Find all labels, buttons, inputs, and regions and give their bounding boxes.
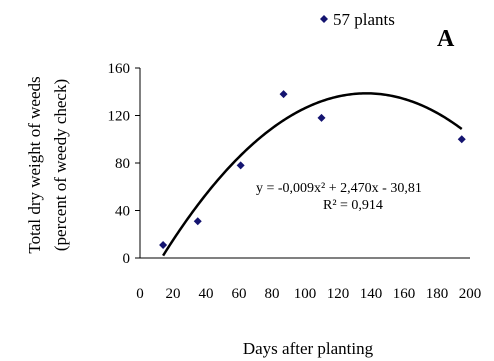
y-tick-label: 160 (108, 61, 131, 77)
y-tick-label: 80 (115, 156, 130, 172)
x-tick-label: 20 (166, 286, 181, 302)
y-tick-label: 120 (108, 109, 131, 125)
x-tick-label: 200 (459, 286, 482, 302)
legend-marker-diamond (320, 15, 328, 23)
data-point-diamond (317, 113, 326, 122)
x-axis-title: Days after planting (243, 339, 374, 358)
x-tick-label: 160 (393, 286, 416, 302)
trendline (162, 92, 463, 257)
x-tick-label: 40 (199, 286, 214, 302)
y-axis-title-line2: (percent of weedy check) (51, 79, 70, 251)
y-tick-label: 0 (123, 251, 131, 267)
data-point-diamond (236, 161, 245, 170)
data-point-diamond (193, 217, 202, 226)
x-tick-label: 180 (426, 286, 449, 302)
data-points (159, 90, 466, 249)
y-axis-title-line1: Total dry weight of weeds (25, 76, 44, 253)
data-point-diamond (457, 135, 466, 144)
x-tick-label: 80 (265, 286, 280, 302)
x-tick-label: 60 (232, 286, 247, 302)
x-axis-ticks: 0 20 40 60 80 100 120 140 160 180 200 (136, 286, 481, 302)
y-axis-ticks: 0 40 80 120 160 (108, 61, 140, 267)
x-tick-label: 120 (327, 286, 350, 302)
x-tick-label: 140 (360, 286, 383, 302)
trend-equation: y = -0,009x² + 2,470x - 30,81 (256, 181, 422, 196)
data-point-diamond (279, 90, 288, 99)
x-tick-label: 100 (294, 286, 317, 302)
y-tick-label: 40 (115, 204, 130, 220)
legend-label: 57 plants (333, 10, 395, 29)
data-point-diamond (159, 240, 168, 249)
x-tick-label: 0 (136, 286, 144, 302)
panel-label: A (437, 26, 455, 52)
trend-r2: R² = 0,914 (323, 198, 383, 213)
